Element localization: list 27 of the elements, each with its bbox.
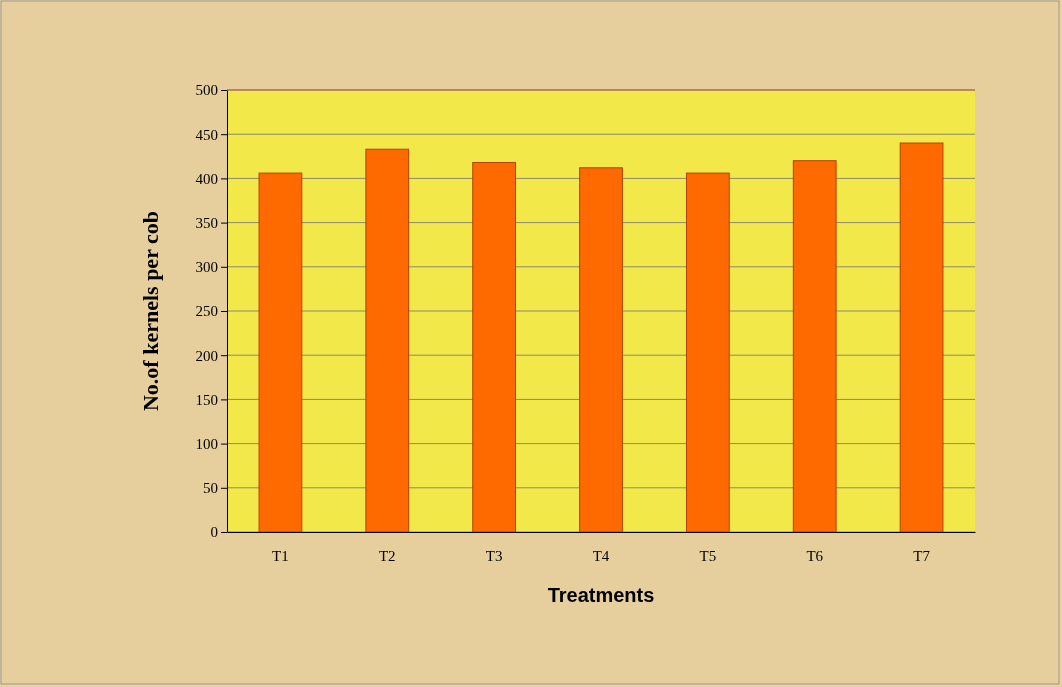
y-tick-label: 400: [195, 170, 218, 187]
x-axis-title: Treatments: [547, 584, 655, 606]
x-tick-label: T3: [485, 547, 503, 564]
y-tick-label: 250: [195, 303, 218, 320]
x-tick-label: T4: [592, 547, 610, 564]
x-tick-label: T2: [378, 547, 396, 564]
y-tick-label: 200: [195, 347, 218, 364]
y-tick-label: 350: [195, 214, 218, 231]
y-axis-title: No.of kernels per cob: [138, 210, 163, 412]
bar: [258, 172, 303, 533]
x-tick-label: T5: [699, 547, 717, 564]
x-tick-label: T7: [913, 547, 931, 564]
y-tick-label: 450: [195, 126, 218, 143]
y-tick-label: 100: [195, 435, 218, 452]
y-tick-label: 300: [195, 259, 218, 276]
bar: [365, 148, 410, 533]
y-tick-label: 0: [210, 524, 218, 541]
y-tick-label: 500: [195, 82, 218, 99]
x-tick-label: T1: [272, 547, 289, 564]
bar: [792, 160, 837, 533]
bar: [579, 167, 623, 533]
bar: [685, 172, 730, 533]
bar: [899, 142, 944, 533]
bar: [472, 161, 517, 533]
x-tick-label: T6: [806, 547, 824, 564]
y-tick-label: 150: [195, 391, 218, 408]
y-tick-label: 50: [203, 480, 218, 497]
